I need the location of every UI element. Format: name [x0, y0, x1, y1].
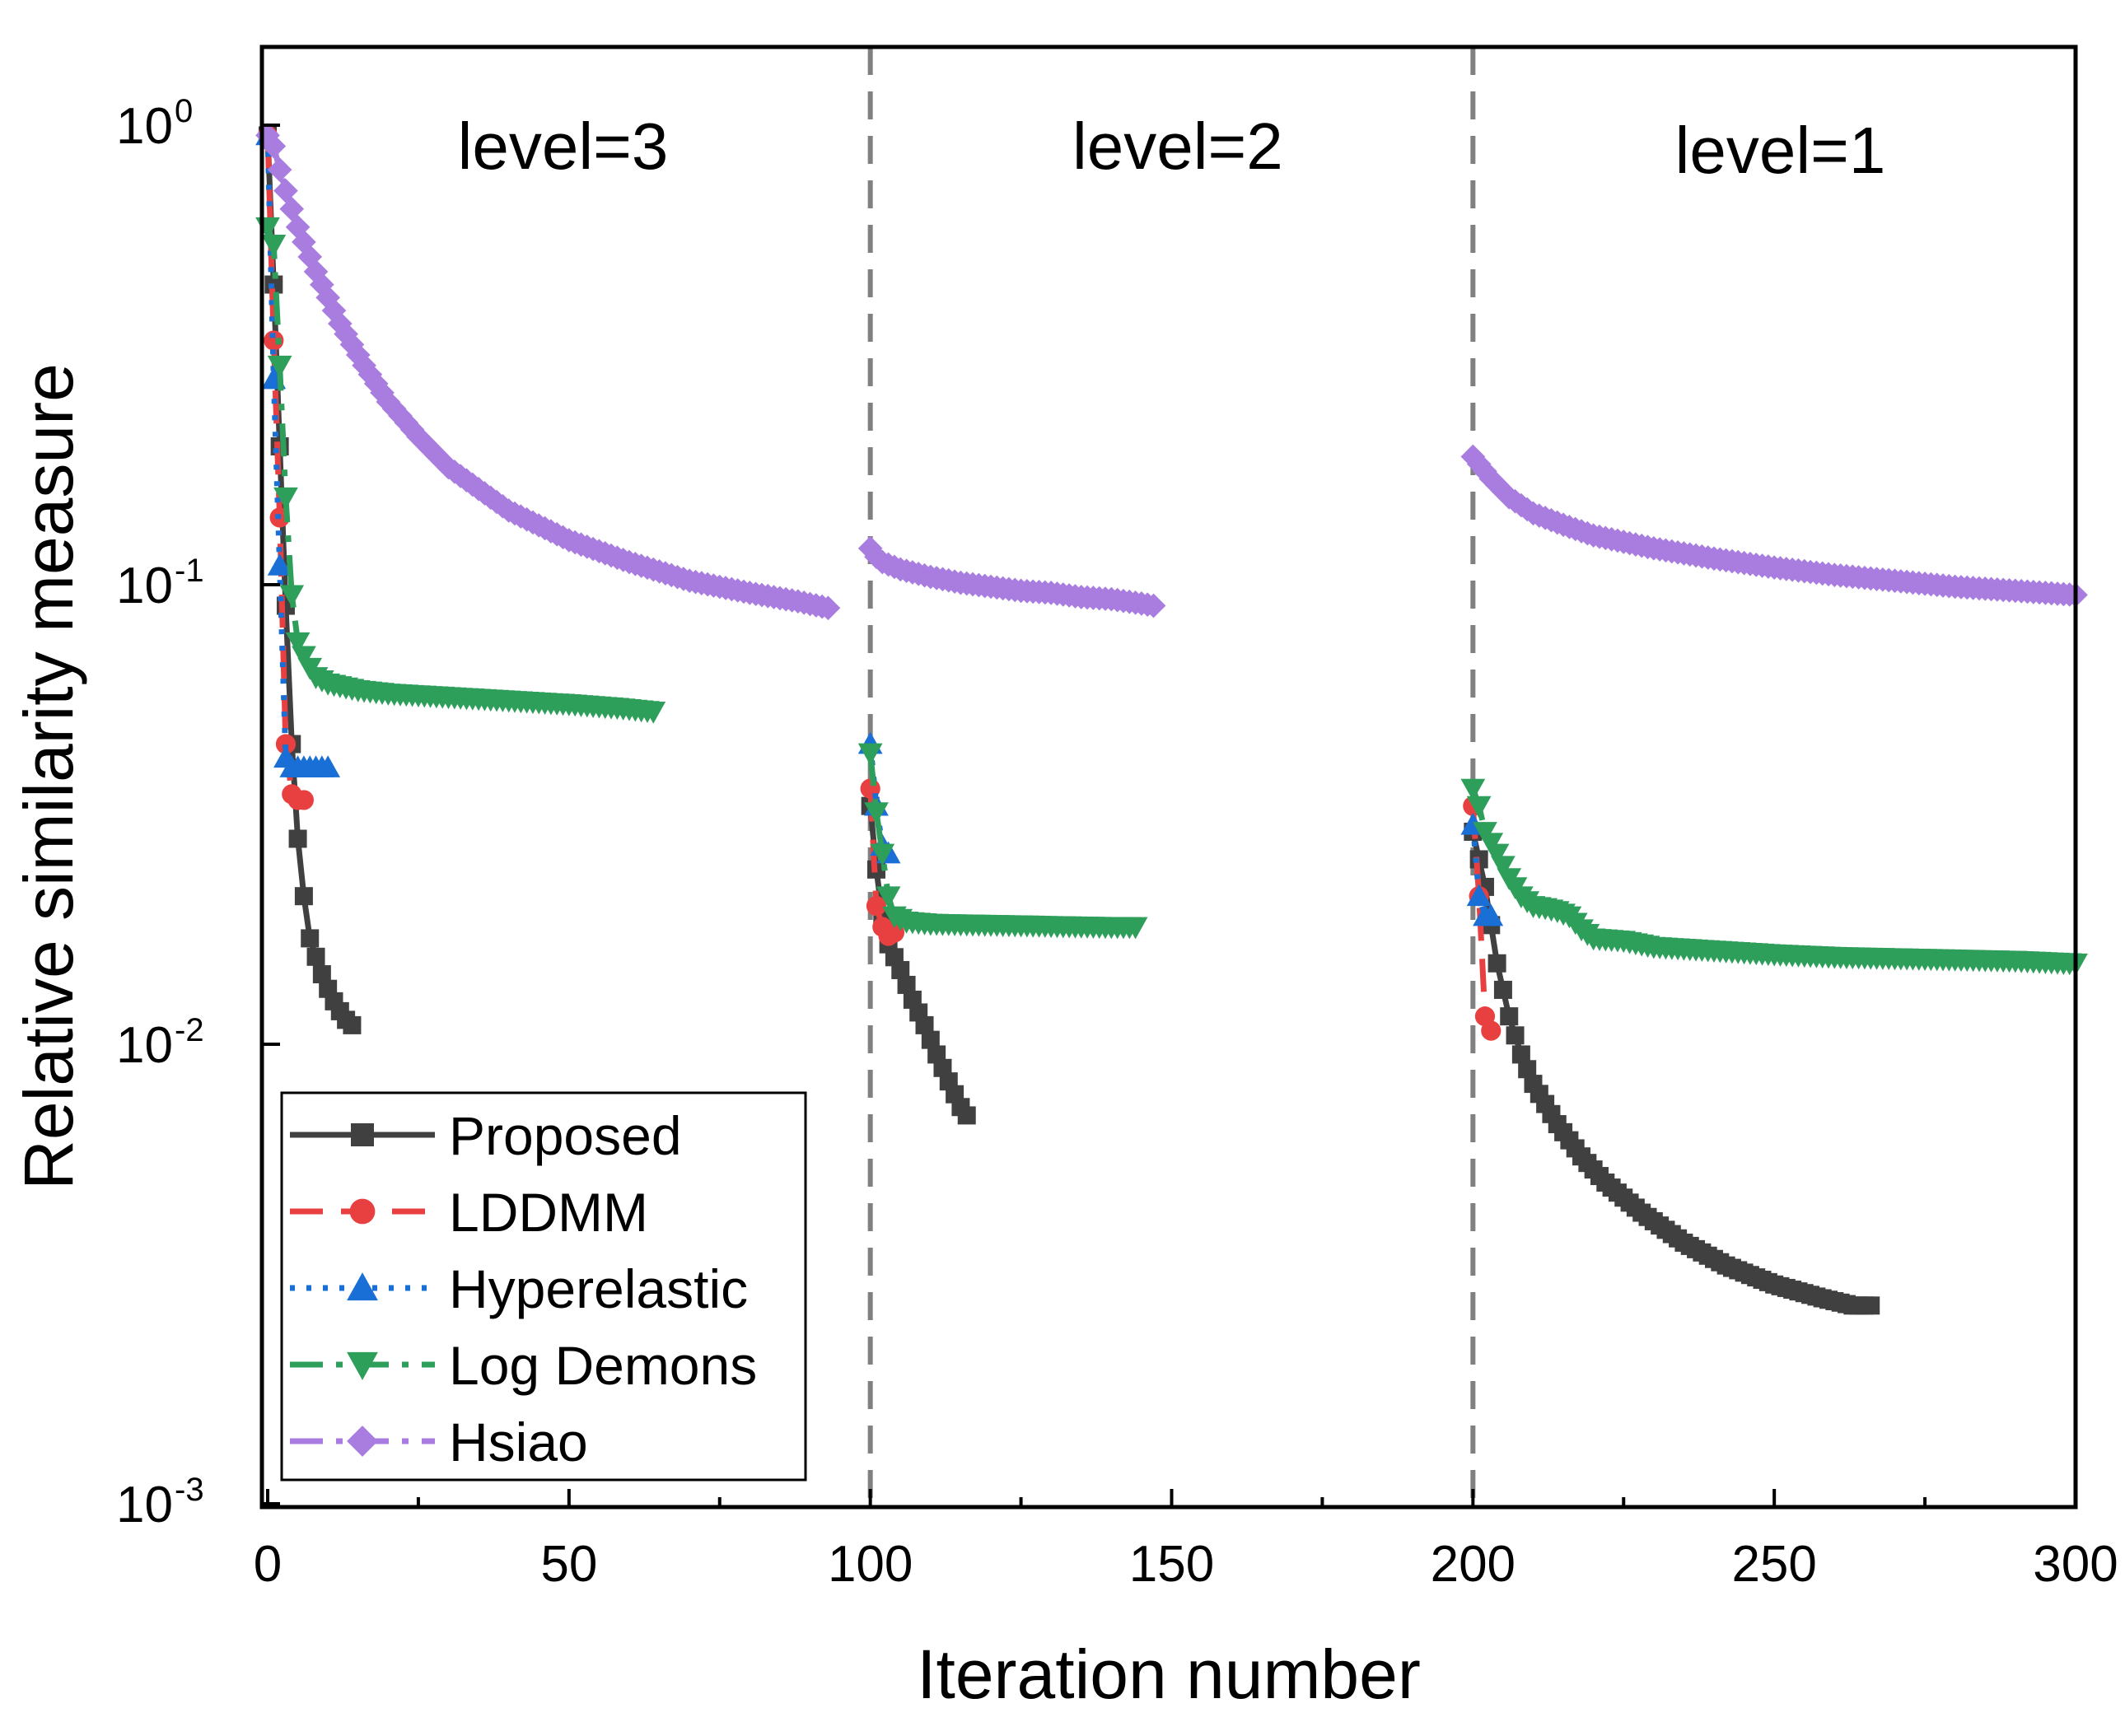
x-tick-label-250: 250 [1731, 1536, 1816, 1593]
y-tick-label-0: 10 [116, 98, 173, 155]
data-point [357, 362, 383, 387]
y-tick-label-1: 10 [116, 558, 173, 614]
data-point [1506, 1026, 1525, 1045]
data-point [261, 234, 287, 257]
level-label-1: level=3 [458, 110, 669, 183]
data-point [327, 311, 353, 336]
series-hsiao [255, 123, 2088, 621]
data-point [1491, 856, 1516, 879]
data-point [641, 701, 666, 724]
data-point [1460, 778, 1486, 801]
data-point [876, 886, 901, 909]
data-point [294, 887, 313, 906]
x-tick-label-200: 200 [1431, 1536, 1516, 1593]
legend-marker-2 [347, 1272, 378, 1301]
x-tick-label-150: 150 [1129, 1536, 1214, 1593]
data-point [1861, 1296, 1880, 1315]
x-axis-title: Iteration number [917, 1636, 1421, 1713]
data-point [957, 1106, 976, 1125]
data-point [866, 895, 887, 917]
series-line-1-1 [867, 788, 896, 940]
data-point [343, 1015, 362, 1034]
data-point [1141, 593, 1166, 618]
y-tick-label-2: 10 [116, 1017, 173, 1074]
data-point [376, 390, 401, 414]
series-log-demons [255, 217, 2088, 976]
data-point [264, 330, 284, 351]
data-point [267, 553, 292, 576]
plot-frame [259, 44, 2078, 1510]
data-point [315, 285, 341, 310]
legend-label-1: LDDMM [449, 1182, 648, 1243]
legend-marker-3 [347, 1351, 378, 1380]
data-point [857, 743, 883, 766]
x-tick-label-300: 300 [2033, 1536, 2118, 1593]
data-point [915, 1015, 934, 1034]
data-point [352, 352, 376, 378]
data-point [870, 843, 895, 866]
data-point [288, 829, 307, 848]
data-point [1484, 843, 1510, 866]
data-point [275, 734, 297, 754]
level-label-3: level=1 [1675, 114, 1886, 187]
data-point [279, 196, 305, 222]
legend-label-2: Hyperelastic [449, 1258, 748, 1319]
data-point [1511, 1045, 1530, 1064]
data-point [1493, 980, 1512, 999]
legend-marker-4 [347, 1426, 378, 1457]
data-point [1518, 1060, 1537, 1079]
legend: Proposed LDDMM Hyperelastic Log Demons Hsiao [280, 1091, 807, 1482]
data-point [273, 487, 298, 510]
x-tick-label-0: 0 [254, 1536, 282, 1593]
y-tick-exponent-3: -3 [175, 1472, 204, 1508]
data-point [285, 632, 311, 655]
data-point [1488, 954, 1506, 973]
data-point [315, 755, 341, 777]
y-tick-exponent-1: -1 [175, 553, 204, 589]
data-point [339, 332, 365, 357]
level-labels: level=3 level=2 level=1 [458, 110, 1886, 187]
data-point [312, 965, 331, 984]
data-point [1478, 903, 1504, 926]
data-point [292, 229, 316, 254]
data-point [1500, 1007, 1519, 1026]
data-point [306, 947, 325, 966]
data-point [267, 355, 292, 378]
data-point [267, 157, 292, 182]
legend-label-4: Hsiao [449, 1412, 588, 1472]
x-tick-label-100: 100 [828, 1536, 913, 1593]
data-point [279, 585, 305, 608]
legend-label-3: Log Demons [449, 1335, 757, 1396]
y-tick-label-3: 10 [116, 1477, 173, 1533]
data-point [399, 417, 425, 442]
level-label-2: level=2 [1072, 110, 1283, 183]
data-point [1466, 796, 1492, 819]
data-point [921, 1030, 940, 1049]
x-axis-ticks: 0 50 100 150 200 250 300 [254, 1489, 2118, 1593]
data-point [293, 790, 314, 810]
legend-marker-1 [349, 1198, 376, 1225]
data-point [301, 929, 320, 948]
y-axis-title: Relative similarity measure [10, 363, 87, 1190]
series-line-2-2 [1469, 824, 1492, 919]
data-point [1123, 917, 1148, 940]
y-tick-exponent-2: -2 [175, 1012, 204, 1048]
x-tick-label-50: 50 [540, 1536, 597, 1593]
data-point [1466, 884, 1492, 907]
y-tick-exponent-0: 0 [175, 93, 193, 129]
data-point [292, 646, 316, 669]
data-point [261, 133, 287, 159]
data-point [1481, 1020, 1502, 1041]
legend-label-0: Proposed [449, 1105, 682, 1166]
legend-marker-0 [351, 1123, 374, 1146]
data-point [891, 960, 910, 979]
data-point [310, 272, 334, 297]
data-point [897, 975, 916, 994]
data-point [815, 595, 841, 621]
data-point [864, 802, 889, 824]
series-layer [255, 123, 2088, 1315]
data-point [285, 214, 311, 240]
